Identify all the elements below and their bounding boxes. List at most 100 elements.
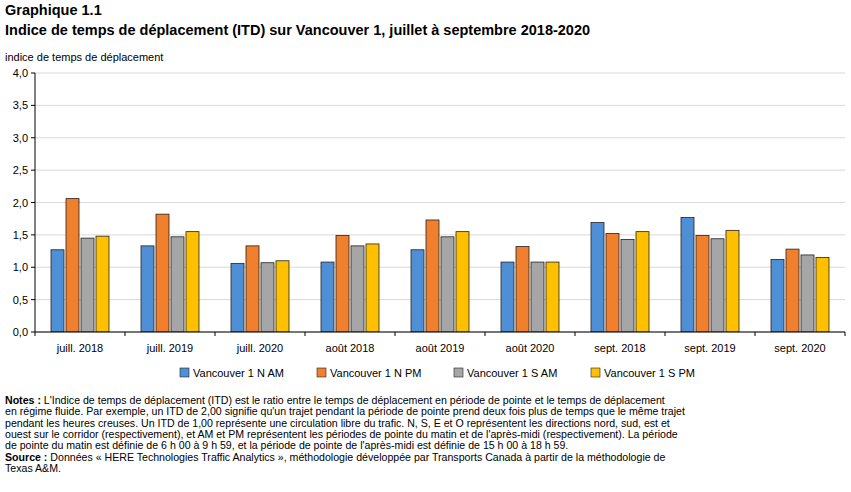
grid-line [35, 202, 845, 203]
y-axis [35, 73, 36, 332]
bar [171, 237, 184, 332]
bar [711, 239, 724, 332]
x-tick-mark [485, 332, 486, 336]
legend-label: Vancouver 1 N PM [330, 367, 422, 379]
bar [786, 249, 799, 332]
y-tick-label: 2,0 [13, 197, 28, 209]
x-tick-label: août 2018 [326, 342, 375, 354]
bar [411, 250, 424, 332]
y-tick-label: 0,5 [13, 294, 28, 306]
note-label: Notes : [5, 394, 41, 406]
y-tick-label: 3,5 [13, 99, 28, 111]
tick-mark [31, 73, 35, 74]
y-tick-label: 4,0 [13, 67, 28, 79]
legend-swatch [180, 368, 189, 377]
title: Graphique 1.1 [5, 2, 102, 18]
x-tick-mark [395, 332, 396, 336]
legend-swatch [591, 368, 600, 377]
y-tick-label: 1,5 [13, 229, 28, 241]
bar [261, 263, 274, 332]
bar [96, 236, 109, 332]
bar [726, 230, 739, 332]
x-tick-label: sept. 2018 [594, 342, 645, 354]
bar [321, 262, 334, 332]
y-tick-label: 3,0 [13, 132, 28, 144]
note-line: ouest sur le corridor (respectivement), … [5, 428, 678, 440]
note-text: en régime fluide. Par exemple, un ITD de… [5, 405, 685, 417]
bar [456, 232, 469, 332]
bars [51, 199, 829, 332]
x-tick-mark [35, 332, 36, 336]
bar [606, 234, 619, 332]
y-tick-label: 2,5 [13, 164, 28, 176]
legend-label: Vancouver 1 S AM [467, 367, 557, 379]
x-tick-label: juill. 2020 [236, 342, 283, 354]
note-text: de pointe du matin est définie de 6 h 00… [5, 439, 568, 451]
tick-mark [31, 299, 35, 300]
chart: Graphique 1.1 Indice de temps de déplacem… [0, 0, 851, 492]
legend-swatch [454, 368, 463, 377]
bar [246, 246, 259, 332]
bar [546, 262, 559, 332]
bar [81, 238, 94, 332]
bar [696, 236, 709, 332]
bar [186, 232, 199, 332]
x-tick-mark [845, 332, 846, 336]
bar [591, 223, 604, 332]
x-tick-label: sept. 2020 [774, 342, 825, 354]
note-text: ouest sur le corridor (respectivement), … [5, 428, 678, 440]
bar [516, 247, 529, 332]
subtitle: Indice de temps de déplacement (ITD) sur… [5, 22, 590, 38]
bar [231, 263, 244, 332]
note-text: Données « HERE Technologies Traffic Anal… [47, 451, 665, 463]
bar [681, 217, 694, 332]
x-tick-mark [575, 332, 576, 336]
x-tick-label: août 2019 [416, 342, 465, 354]
x-tick-label: août 2020 [506, 342, 555, 354]
bar [531, 262, 544, 332]
tick-mark [31, 267, 35, 268]
y-axis-label: indice de temps de déplacement [5, 51, 163, 63]
note-line: Source : Données « HERE Technologies Tra… [5, 451, 665, 463]
grid-line [35, 170, 845, 171]
bar [771, 259, 784, 332]
bar [51, 250, 64, 332]
x-axis [35, 332, 845, 333]
tick-mark [31, 105, 35, 106]
bar [141, 246, 154, 332]
bar [156, 214, 169, 332]
note-line: pendant les heures creuses. Un ITD de 1,… [5, 417, 670, 429]
x-tick-mark [665, 332, 666, 336]
note-label: Source : [5, 451, 47, 463]
note-line: Notes : L'Indice de temps de déplacement… [5, 394, 665, 406]
bar [621, 239, 634, 332]
bar [501, 262, 514, 332]
tick-mark [31, 137, 35, 138]
bar [66, 199, 79, 332]
legend-swatch [317, 368, 326, 377]
legend-label: Vancouver 1 N AM [193, 367, 284, 379]
note-line: Texas A&M. [5, 462, 61, 474]
tick-mark [31, 202, 35, 203]
x-tick-label: juill. 2018 [56, 342, 103, 354]
bar [801, 255, 814, 332]
y-tick-label: 1,0 [13, 261, 28, 273]
bar [816, 258, 829, 332]
x-tick-mark [755, 332, 756, 336]
x-tick-label: sept. 2019 [684, 342, 735, 354]
legend: Vancouver 1 N AM Vancouver 1 N PM Vancouve… [180, 367, 695, 379]
note-text: pendant les heures creuses. Un ITD de 1,… [5, 417, 670, 429]
bar [351, 246, 364, 332]
bar [366, 244, 379, 332]
tick-mark [31, 332, 35, 333]
x-tick-mark [125, 332, 126, 336]
note-text: Texas A&M. [5, 462, 61, 474]
note-text: L'Indice de temps de déplacement (ITD) e… [41, 394, 665, 406]
bar [336, 236, 349, 332]
note-line: en régime fluide. Par exemple, un ITD de… [5, 405, 685, 417]
tick-mark [31, 170, 35, 171]
grid-line [35, 332, 845, 333]
grid-line [35, 105, 845, 106]
note-line: de pointe du matin est définie de 6 h 00… [5, 439, 568, 451]
bar [441, 237, 454, 332]
